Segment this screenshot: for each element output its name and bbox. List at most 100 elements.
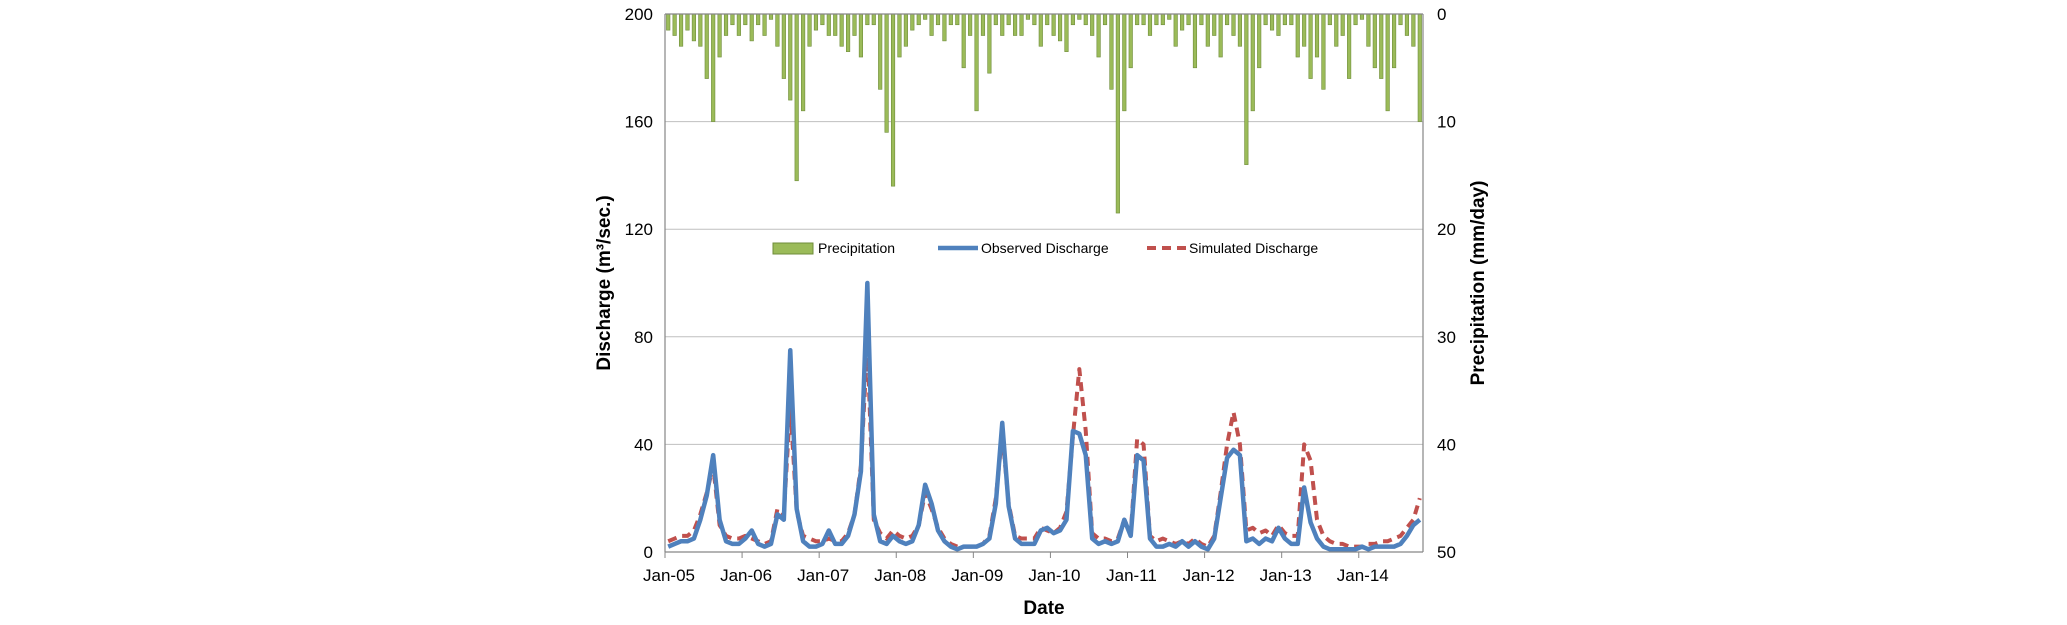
precipitation-bar	[704, 13, 709, 79]
precipitation-bar	[1102, 13, 1108, 26]
precipitation-bar	[1025, 13, 1031, 20]
precipitation-bar	[955, 13, 960, 26]
precipitation-bar	[871, 13, 876, 26]
precipitation-bar	[1257, 13, 1262, 69]
precipitation-bar	[743, 13, 748, 26]
precipitation-bar	[1051, 13, 1056, 36]
precipitation-bar	[1269, 13, 1275, 31]
precipitation-bar	[1289, 13, 1294, 26]
precipitation-bar	[1225, 13, 1230, 26]
precipitation-bar	[1006, 13, 1011, 26]
precipitation-bar	[730, 13, 735, 26]
precipitation-bar	[1244, 13, 1249, 165]
precipitation-bar	[968, 13, 973, 36]
precipitation-bar	[1173, 13, 1178, 47]
precipitation-bar	[929, 13, 934, 36]
right-tick-label: 0	[1437, 5, 1446, 24]
precipitation-bar	[1032, 13, 1037, 26]
precipitation-bar	[1000, 13, 1005, 36]
x-tick-label: Jan-05	[643, 566, 695, 585]
precipitation-bar	[1398, 13, 1403, 26]
x-tick-label: Jan-13	[1260, 566, 1312, 585]
legend-simulated-label: Simulated Discharge	[1189, 240, 1318, 256]
right-tick-label: 50	[1437, 543, 1456, 562]
precipitation-bar	[878, 13, 883, 90]
precipitation-bar	[813, 13, 819, 31]
precipitation-bar	[698, 13, 703, 47]
precipitation-bar	[1180, 13, 1185, 31]
precipitation-bar	[1417, 13, 1422, 122]
precipitation-bar	[1186, 13, 1191, 26]
precipitation-bar	[801, 13, 806, 112]
precipitation-bar	[1231, 13, 1236, 36]
discharge-lines	[667, 280, 1422, 552]
precipitation-bar	[923, 13, 928, 20]
precipitation-bar	[691, 13, 696, 42]
axes	[664, 13, 1424, 558]
precipitation-bar	[1141, 13, 1146, 26]
precipitation-bar	[1115, 13, 1120, 214]
left-tick-label: 120	[625, 220, 653, 239]
precipitation-bar	[1070, 13, 1075, 26]
precipitation-bar	[788, 13, 793, 101]
legend: Precipitation Observed Discharge Simulat…	[772, 240, 1318, 256]
precipitation-bar	[1327, 13, 1332, 26]
precipitation-bar	[961, 13, 966, 69]
precipitation-bar	[685, 13, 690, 31]
precipitation-bar	[1122, 13, 1127, 112]
precipitation-bar	[839, 13, 844, 47]
precipitation-bar	[666, 13, 671, 31]
precipitation-bar	[1083, 13, 1088, 26]
precipitation-bar	[833, 13, 838, 36]
precipitation-bar	[852, 13, 857, 36]
precipitation-bar	[980, 13, 986, 36]
precipitation-bar	[1314, 13, 1320, 58]
precipitation-bar	[1013, 13, 1018, 36]
precipitation-bar	[1359, 13, 1365, 20]
precipitation-bar	[846, 13, 851, 52]
precipitation-bar	[756, 13, 761, 26]
precipitation-bar	[993, 13, 998, 26]
right-tick-label: 30	[1437, 328, 1456, 347]
right-tick-label: 20	[1437, 220, 1456, 239]
x-tick-label: Jan-14	[1337, 566, 1389, 585]
left-tick-label: 160	[625, 113, 653, 132]
x-tick-label: Jan-11	[1106, 566, 1157, 585]
precipitation-bar	[717, 13, 722, 58]
precipitation-bar	[858, 13, 863, 58]
precipitation-bar	[723, 13, 729, 36]
precipitation-bar	[903, 13, 908, 47]
precipitation-bar	[1128, 13, 1133, 69]
x-tick-label: Jan-07	[797, 566, 849, 585]
precipitation-bar	[1154, 13, 1159, 26]
precipitation-bar	[1160, 13, 1165, 26]
precipitation-bar	[826, 13, 831, 36]
precipitation-bar	[1199, 13, 1204, 26]
precipitation-bar	[1385, 13, 1390, 112]
precipitation-bar	[1096, 13, 1101, 58]
precipitation-bar	[987, 13, 992, 74]
precipitation-bar	[678, 13, 684, 47]
precipitation-bar	[1064, 13, 1069, 52]
precipitation-bar	[948, 13, 953, 26]
right-tick-label: 10	[1437, 113, 1456, 132]
left-tick-label: 80	[634, 328, 653, 347]
precipitation-bar	[942, 13, 947, 42]
right-tick-label: 40	[1437, 435, 1456, 454]
precipitation-bar	[1250, 13, 1255, 112]
precipitation-bar	[1218, 13, 1223, 58]
precipitation-bar	[775, 13, 780, 47]
precipitation-bar	[781, 13, 786, 79]
precipitation-bar	[1192, 13, 1198, 69]
precipitation-bar	[1334, 13, 1339, 47]
precipitation-bar	[736, 13, 741, 36]
legend-precipitation-swatch	[772, 242, 814, 255]
precipitation-bar	[1109, 13, 1114, 90]
precipitation-bar	[1045, 13, 1050, 26]
left-axis-title: Discharge (m³/sec.)	[594, 195, 615, 370]
left-tick-label: 0	[644, 543, 653, 562]
precipitation-bar	[1372, 13, 1377, 69]
precipitation-bar	[1090, 13, 1095, 36]
precipitation-bar	[711, 13, 716, 122]
